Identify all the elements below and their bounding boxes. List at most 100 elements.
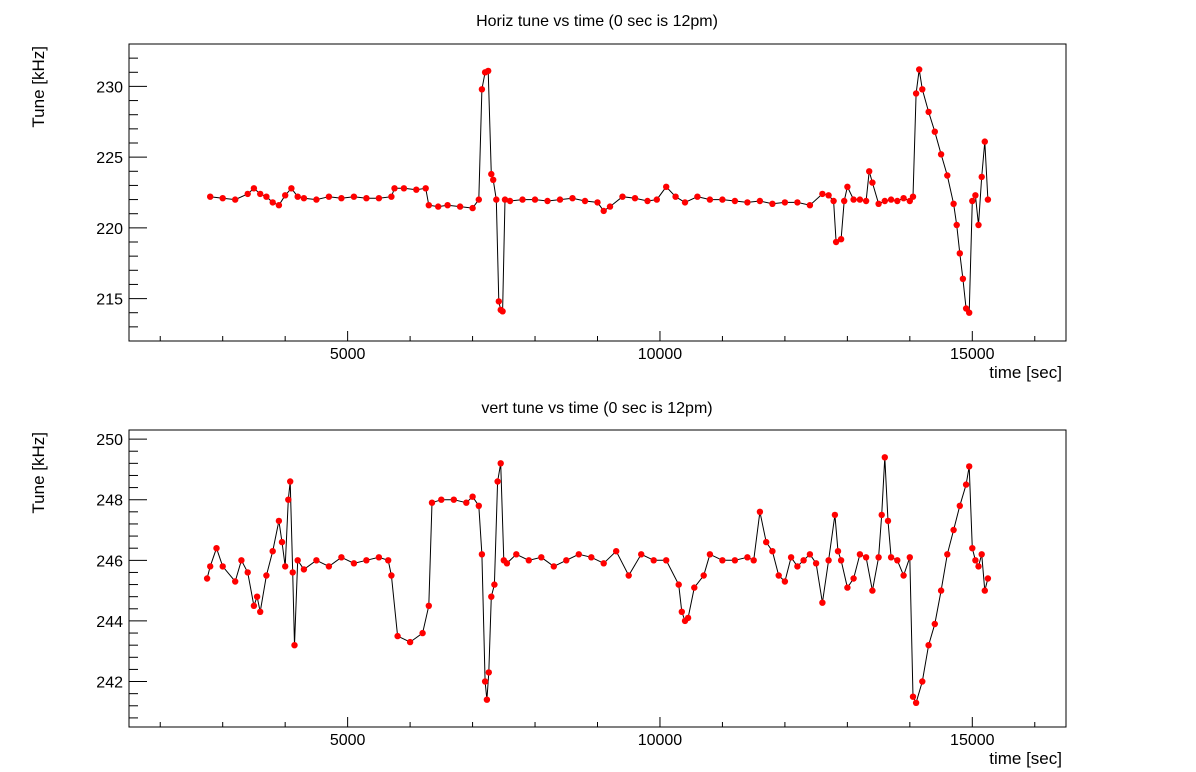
horiz-data-point: [769, 200, 776, 207]
horiz-data-point: [731, 197, 739, 205]
vert-data-point: [975, 563, 982, 570]
horiz-data-point: [931, 128, 938, 135]
vert-data-point: [291, 642, 298, 649]
vert-data-point: [385, 557, 392, 564]
horiz-data-point: [375, 195, 383, 202]
horiz-data-point: [300, 195, 308, 202]
vert-series-polyline: [206, 457, 989, 705]
vert-data-point: [406, 638, 414, 646]
vert-data-point: [250, 602, 258, 609]
y-tick-label: 246: [96, 553, 123, 570]
vert-data-point: [469, 493, 476, 500]
horiz-data-point: [488, 170, 495, 178]
vert-data-point: [588, 554, 595, 561]
x-tick-label: 5000: [330, 732, 366, 749]
vert-data-point: [684, 614, 692, 622]
vert-data-point: [800, 557, 807, 564]
vert-data-point: [497, 460, 504, 467]
vert-y-axis: 242 244 246 248 250: [96, 432, 147, 719]
vert-data-point: [503, 560, 511, 567]
vert-data-point: [806, 551, 814, 558]
vert-data-point: [278, 538, 286, 546]
horiz-data-point: [909, 193, 917, 200]
vert-data-point: [425, 602, 432, 609]
vert-data-point: [719, 557, 726, 564]
horiz-data-point: [478, 86, 486, 93]
vert-data-point: [834, 548, 842, 555]
vert-data-point: [375, 554, 383, 561]
vert-data-point: [731, 557, 739, 564]
horiz-data-point: [975, 221, 982, 229]
horiz-data-point: [825, 192, 832, 199]
horiz-data-point: [830, 197, 837, 205]
vert-data-point: [275, 517, 283, 525]
vert-data-point: [984, 575, 992, 582]
vert-data-point: [419, 629, 426, 637]
vert-data-point: [613, 548, 620, 555]
vert-data-point: [869, 587, 876, 594]
horiz-x-axis-label: time [sec]: [989, 363, 1062, 382]
vert-data-point: [650, 557, 657, 564]
horiz-data-point: [288, 185, 295, 192]
horiz-data-point: [866, 168, 873, 175]
horiz-data-point: [756, 197, 764, 205]
horiz-data-point: [819, 190, 826, 198]
vert-data-point: [488, 593, 495, 600]
horiz-data-point: [972, 192, 979, 199]
vert-data-point: [875, 554, 882, 561]
vert-data-point: [931, 620, 938, 628]
horiz-data-point: [856, 196, 864, 203]
horiz-data-point: [475, 196, 482, 203]
vert-data-point: [450, 496, 457, 503]
vert-data-point: [388, 572, 395, 579]
vert-data-point: [912, 699, 920, 706]
horiz-data-point: [631, 195, 639, 202]
horiz-data-point: [282, 192, 289, 199]
vert-data-point: [269, 548, 276, 555]
horiz-data-point: [425, 202, 432, 209]
horiz-data-point: [544, 197, 551, 205]
horiz-data-point: [269, 199, 276, 206]
vert-data-point: [966, 463, 973, 470]
vert-data-point: [881, 454, 888, 461]
vert-data-point: [538, 554, 545, 561]
horiz-data-point: [984, 196, 992, 203]
vert-data-point: [675, 581, 682, 588]
vert-data-point: [950, 526, 957, 534]
horiz-data-point: [937, 151, 945, 158]
vert-data-point: [525, 557, 532, 564]
y-tick-label: 244: [96, 614, 123, 631]
y-tick-label: 225: [96, 150, 123, 167]
horiz-data-point: [900, 195, 907, 202]
horiz-data-point: [594, 199, 601, 206]
x-tick-label: 15000: [950, 732, 995, 749]
vert-data-point: [300, 566, 308, 573]
vert-data-point: [207, 563, 214, 570]
vert-data-point: [700, 572, 707, 579]
horiz-data-point: [919, 86, 926, 93]
horiz-data-point: [244, 190, 251, 198]
horiz-x-axis: 5000 10000 15000: [159, 331, 1036, 363]
vert-series-line: [206, 457, 989, 705]
horiz-data-point: [501, 196, 509, 203]
horiz-data-point: [363, 195, 370, 202]
vert-data-point: [887, 554, 895, 561]
vert-data-point: [238, 557, 245, 564]
vert-data-point: [794, 563, 801, 570]
horiz-data-point: [806, 202, 814, 209]
horiz-series-points: [207, 66, 992, 316]
vert-tune-panel: vert tune vs time (0 sec is 12pm) 5000 10…: [29, 400, 1067, 768]
vert-data-point: [550, 563, 557, 570]
vert-data-point: [837, 557, 845, 564]
horiz-y-axis-label: Tune [kHz]: [29, 46, 48, 128]
horiz-data-point: [869, 179, 876, 186]
horiz-data-point: [875, 200, 882, 207]
horiz-data-point: [350, 193, 358, 200]
x-tick-label: 10000: [638, 346, 683, 363]
horiz-data-point: [469, 204, 476, 212]
horiz-data-point: [531, 196, 539, 203]
vert-data-point: [678, 608, 685, 615]
horiz-data-point: [916, 66, 923, 73]
